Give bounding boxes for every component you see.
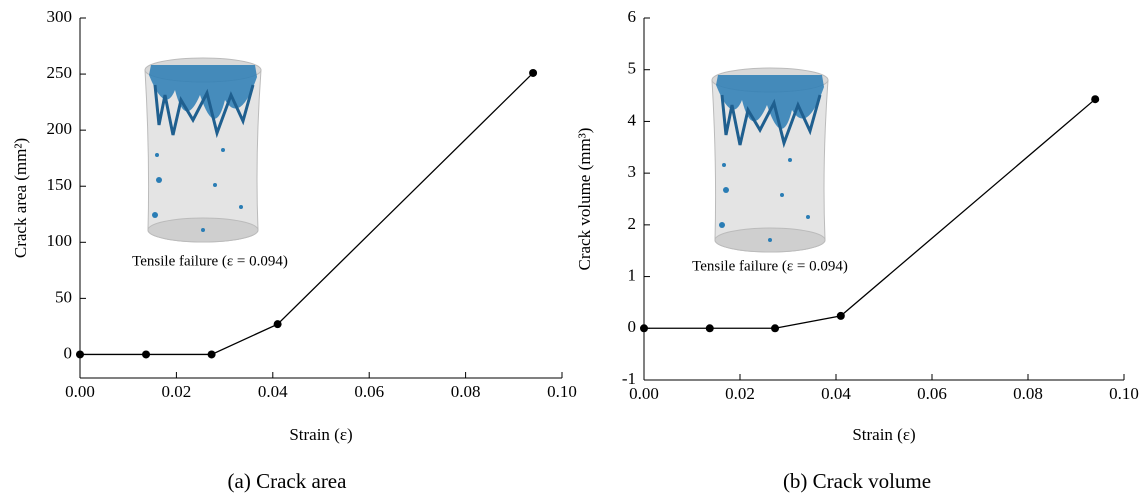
annotation: Tensile failure (ε = 0.094)	[132, 253, 288, 269]
y-axis-label: Crack area (mm²)	[11, 138, 30, 258]
y-tick-label: 100	[47, 231, 73, 250]
x-tick-label: 0.02	[162, 382, 192, 401]
y-tick-label: 5	[628, 59, 637, 78]
x-tick-label: 0.02	[725, 384, 755, 403]
x-tick-label: 0.04	[821, 384, 851, 403]
annotation: Tensile failure (ε = 0.094)	[692, 258, 848, 274]
point	[771, 324, 779, 332]
y-tick-label: 4	[628, 110, 637, 129]
inset-image	[145, 58, 261, 242]
x-axis-label: Strain (ε)	[852, 425, 915, 444]
y-tick-label: 0	[64, 343, 73, 362]
y-tick-label: -1	[622, 369, 636, 388]
caption: (a) Crack area	[228, 469, 348, 493]
point	[529, 69, 537, 77]
caption: (b) Crack volume	[783, 469, 931, 493]
y-tick-label: 150	[47, 175, 73, 194]
y-tick-label: 2	[628, 214, 637, 233]
y-tick-label: 6	[628, 7, 637, 26]
y-tick-label: 250	[47, 63, 73, 82]
point	[142, 350, 150, 358]
x-tick-label: 0.04	[258, 382, 288, 401]
point	[1091, 95, 1099, 103]
y-tick-label: 1	[628, 265, 637, 284]
y-tick-label: 50	[55, 287, 72, 306]
x-tick-label: 0.06	[354, 382, 384, 401]
x-tick-label: 0.10	[1109, 384, 1139, 403]
y-tick-label: 3	[628, 162, 637, 181]
point	[837, 312, 845, 320]
x-tick-label: 0.08	[451, 382, 481, 401]
inset-image	[712, 68, 828, 252]
line	[644, 99, 1095, 328]
x-tick-label: 0.10	[547, 382, 577, 401]
x-tick-label: 0.08	[1013, 384, 1043, 403]
y-tick-label: 0	[628, 317, 637, 336]
point	[640, 324, 648, 332]
point	[76, 350, 84, 358]
figure: 0.000.020.040.060.080.100501001502002503…	[0, 0, 1146, 497]
x-axis-label: Strain (ε)	[289, 425, 352, 444]
y-tick-label: 300	[47, 7, 73, 26]
page: 0.000.020.040.060.080.100501001502002503…	[0, 0, 1146, 502]
y-tick-label: 200	[47, 119, 73, 138]
x-tick-label: 0.06	[917, 384, 947, 403]
point	[208, 350, 216, 358]
point	[706, 324, 714, 332]
y-axis-label: Crack volume (mm³)	[575, 128, 594, 271]
x-tick-label: 0.00	[65, 382, 95, 401]
point	[274, 320, 282, 328]
